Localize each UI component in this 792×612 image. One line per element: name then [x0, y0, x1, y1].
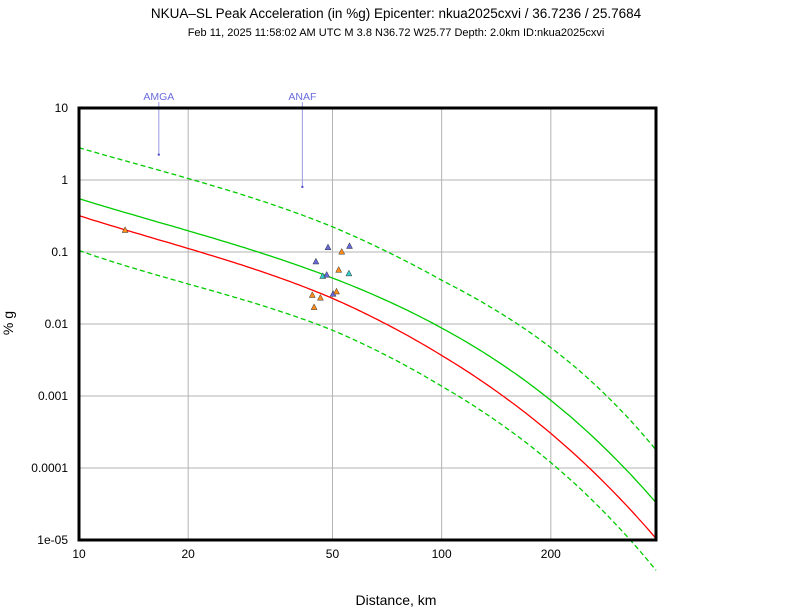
y-tick-label: 1	[61, 173, 68, 187]
station-points	[121, 226, 353, 310]
chart-subtitle: Feb 11, 2025 11:58:02 AM UTC M 3.8 N36.7…	[188, 27, 605, 39]
prediction-bound-curve	[78, 147, 657, 451]
prediction-bound-curve	[78, 249, 657, 571]
flagged-station-label: ANAF	[288, 91, 316, 103]
prediction-curve	[78, 198, 657, 504]
y-tick-label: 0.01	[45, 317, 69, 331]
x-axis-label: Distance, km	[356, 592, 437, 608]
station-point	[345, 269, 353, 277]
station-point	[335, 266, 343, 273]
grid-lines	[79, 108, 656, 540]
station-point	[316, 293, 324, 301]
flagged-station-point	[157, 153, 161, 156]
y-axis-label: % g	[0, 311, 16, 335]
flagged-stations: AMGA ANAF	[143, 91, 316, 189]
prediction-curves	[78, 147, 657, 571]
y-tick-label: 0.001	[38, 389, 68, 403]
station-point	[312, 257, 320, 265]
flagged-station-point	[301, 185, 304, 189]
y-tick-label: 1e-05	[37, 533, 68, 547]
x-tick-label: 20	[181, 547, 195, 561]
y-tick-labels: 10 1 0.1 0.01 0.001 0.0001 1e-05	[31, 101, 68, 547]
flagged-station-label: AMGA	[143, 91, 174, 103]
chart-title: NKUA–SL Peak Acceleration (in %g) Epicen…	[151, 6, 642, 21]
plot-frame	[77, 106, 658, 542]
station-point	[310, 303, 318, 310]
x-tick-label: 50	[326, 547, 340, 561]
station-point	[324, 243, 332, 251]
station-point	[323, 270, 331, 278]
x-tick-label: 200	[541, 547, 561, 561]
y-tick-label: 0.0001	[31, 461, 68, 475]
station-point	[333, 287, 340, 295]
y-tick-label: 10	[55, 101, 69, 115]
station-point	[308, 291, 316, 298]
y-tick-label: 0.1	[51, 245, 68, 259]
x-tick-label: 10	[72, 547, 86, 561]
station-point	[338, 247, 346, 255]
station-point	[121, 226, 129, 233]
station-point	[346, 242, 353, 249]
x-tick-labels: 10 20 50 100 200	[72, 547, 561, 561]
prediction-curve	[78, 214, 657, 539]
x-tick-label: 100	[432, 547, 452, 561]
